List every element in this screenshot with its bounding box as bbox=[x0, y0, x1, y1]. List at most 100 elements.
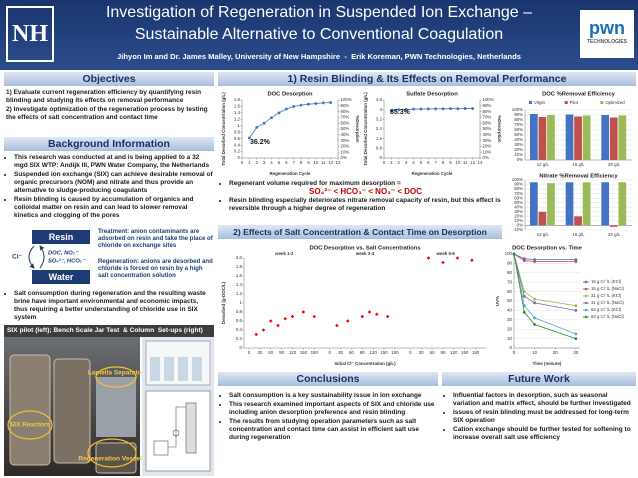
logo-left: NH bbox=[6, 6, 54, 62]
y-tick-label: 2.0 bbox=[236, 255, 243, 260]
legend-label: 31 g Cl⁻/L (NaCl) bbox=[591, 300, 624, 305]
section-heading: Conclusions bbox=[218, 372, 438, 386]
legend-label: Pilot bbox=[570, 100, 579, 105]
bar bbox=[609, 225, 618, 227]
y-axis-label: Desorbed (g-DOC/L) bbox=[221, 281, 226, 324]
data-point bbox=[360, 314, 365, 319]
x-tick-label: 4 bbox=[270, 160, 273, 165]
bullet-list: Regenerant volume required for maximum d… bbox=[220, 180, 502, 213]
resin-diagram: Resin Water Cl⁻ DOC, NO₃⁻ SO₄²⁻, HCO₃⁻ bbox=[12, 230, 90, 284]
data-point bbox=[314, 102, 318, 105]
data-point bbox=[345, 319, 350, 323]
data-point bbox=[574, 309, 578, 312]
y-tick-label: 80 bbox=[507, 270, 512, 275]
x-tick-label: 60 bbox=[349, 350, 354, 355]
objective-list: 1) Evaluate current regeneration efficie… bbox=[6, 89, 212, 122]
y-tick-label: 90% bbox=[514, 182, 523, 187]
x-tick-label: 7 bbox=[434, 160, 437, 165]
chart-title: DOC Desorption bbox=[267, 92, 313, 98]
bullet: Issues of resin blinding must be address… bbox=[453, 409, 636, 425]
chart: Nitrate %Removal Efficiency -10%0%10%20%3… bbox=[512, 174, 632, 237]
legend-swatch bbox=[564, 101, 568, 104]
authors: Jihyon Im and Dr. James Malley, Universi… bbox=[117, 52, 521, 61]
x-tick-label: 90 bbox=[360, 350, 365, 355]
y-tick-label: 10% bbox=[514, 218, 523, 223]
bar bbox=[547, 115, 555, 160]
y2-tick-label: 80% bbox=[341, 109, 350, 114]
chart: DOC Desorption vs. Time 0 10 20 30 40 50 60 70 80… bbox=[495, 246, 624, 367]
y2-tick-label: 30% bbox=[341, 138, 350, 143]
y-tick-label: 1.6 bbox=[234, 104, 241, 109]
y-tick-label: 90% bbox=[514, 112, 523, 117]
y2-tick-label: 20% bbox=[341, 144, 350, 149]
bullet: Salt consumption during regeneration and… bbox=[14, 290, 213, 322]
y2-tick-label: 40% bbox=[341, 132, 350, 137]
x-tick-label: 180 bbox=[391, 350, 399, 355]
arrow bbox=[28, 245, 35, 269]
legend-marker bbox=[584, 308, 588, 312]
data-point bbox=[522, 259, 526, 262]
chart: DOC Desorption vs. Salt Concentrations00… bbox=[221, 246, 486, 366]
background-bullet: Salt consumption during regeneration and… bbox=[5, 290, 213, 323]
bullet: Salt consumption is a key sustainability… bbox=[229, 392, 436, 400]
x-tick-label: 0 bbox=[248, 350, 251, 355]
y2-axis-label: %Desorption bbox=[355, 115, 360, 142]
y2-tick-label: 60% bbox=[341, 120, 350, 125]
bullet-list: Salt consumption during regeneration and… bbox=[5, 290, 213, 322]
x-tick-label: 6 bbox=[285, 160, 288, 165]
x-tick-label: 60 bbox=[430, 350, 435, 355]
bullet: Resin blinding especially deteriorates n… bbox=[229, 197, 502, 213]
x-tick-label: 90 bbox=[441, 350, 446, 355]
bullet-text: Regenerant volume required for maximum d… bbox=[229, 180, 401, 187]
x-tick-label: 10 bbox=[532, 350, 537, 355]
chart: DOC Desorption00.20.40.60.811.21.41.61.8… bbox=[221, 92, 360, 177]
x-axis-label: Time (minute) bbox=[533, 361, 562, 366]
x-tick-label: 2 bbox=[398, 160, 401, 165]
bar bbox=[574, 216, 582, 226]
y-tick-label: 30 bbox=[507, 317, 512, 322]
bar bbox=[547, 183, 555, 226]
x-tick-label: 20 g/L bbox=[608, 232, 621, 237]
x-tick-label: 4 bbox=[412, 160, 415, 165]
conclusions: Salt consumption is a key sustainability… bbox=[220, 392, 436, 443]
bar bbox=[618, 115, 627, 160]
x-tick-label: 3 bbox=[405, 160, 408, 165]
jar bbox=[150, 357, 160, 381]
y-tick-label: 20 bbox=[507, 326, 512, 331]
data-point bbox=[254, 332, 259, 337]
y-tick-label: 4 bbox=[380, 107, 383, 112]
y2-tick-label: 70% bbox=[483, 115, 492, 120]
x-tick-label: 9 bbox=[449, 160, 452, 165]
ion-label: Cl⁻ bbox=[12, 254, 23, 261]
data-point bbox=[412, 107, 415, 111]
data-point bbox=[335, 323, 339, 328]
y-tick-label: 1.6 bbox=[236, 273, 243, 278]
y2-tick-label: 10% bbox=[483, 149, 492, 154]
y-axis-label: UV% bbox=[495, 296, 500, 306]
arrow bbox=[39, 245, 45, 269]
x-tick-label: 180 bbox=[472, 350, 480, 355]
data-point bbox=[426, 107, 430, 111]
y2-tick-label: 50% bbox=[483, 126, 492, 131]
bullet: Resin blinding is caused by accumulation… bbox=[14, 196, 213, 220]
title-line: Investigation of Regeneration in Suspend… bbox=[105, 4, 533, 21]
title-line: Sustainable Alternative to Conventional … bbox=[134, 26, 504, 43]
ion-label: DOC, NO₃⁻ bbox=[48, 251, 79, 257]
bullet: Influential factors in desorption, such … bbox=[453, 392, 636, 408]
bar bbox=[574, 116, 582, 160]
y-tick-label: 20% bbox=[514, 147, 523, 152]
objectives: 1) Evaluate current regeneration efficie… bbox=[6, 89, 212, 123]
y-tick-label: 0.8 bbox=[234, 129, 241, 134]
panel-label: week 1-2 bbox=[274, 251, 294, 256]
legend-marker bbox=[584, 287, 588, 291]
x-tick-label: 30 bbox=[419, 350, 424, 355]
data-point bbox=[533, 316, 537, 320]
x-tick-label: 60 bbox=[268, 350, 273, 355]
section-heading: 2) Effects of Salt Concentration & Conta… bbox=[218, 225, 502, 239]
annotation: 85.3% bbox=[390, 109, 411, 116]
x-tick-label: 5 bbox=[420, 160, 423, 165]
bar bbox=[565, 114, 574, 160]
x-tick-label: 16 g/L bbox=[572, 162, 585, 167]
reactor-tank bbox=[9, 354, 51, 466]
data-point bbox=[419, 107, 423, 111]
